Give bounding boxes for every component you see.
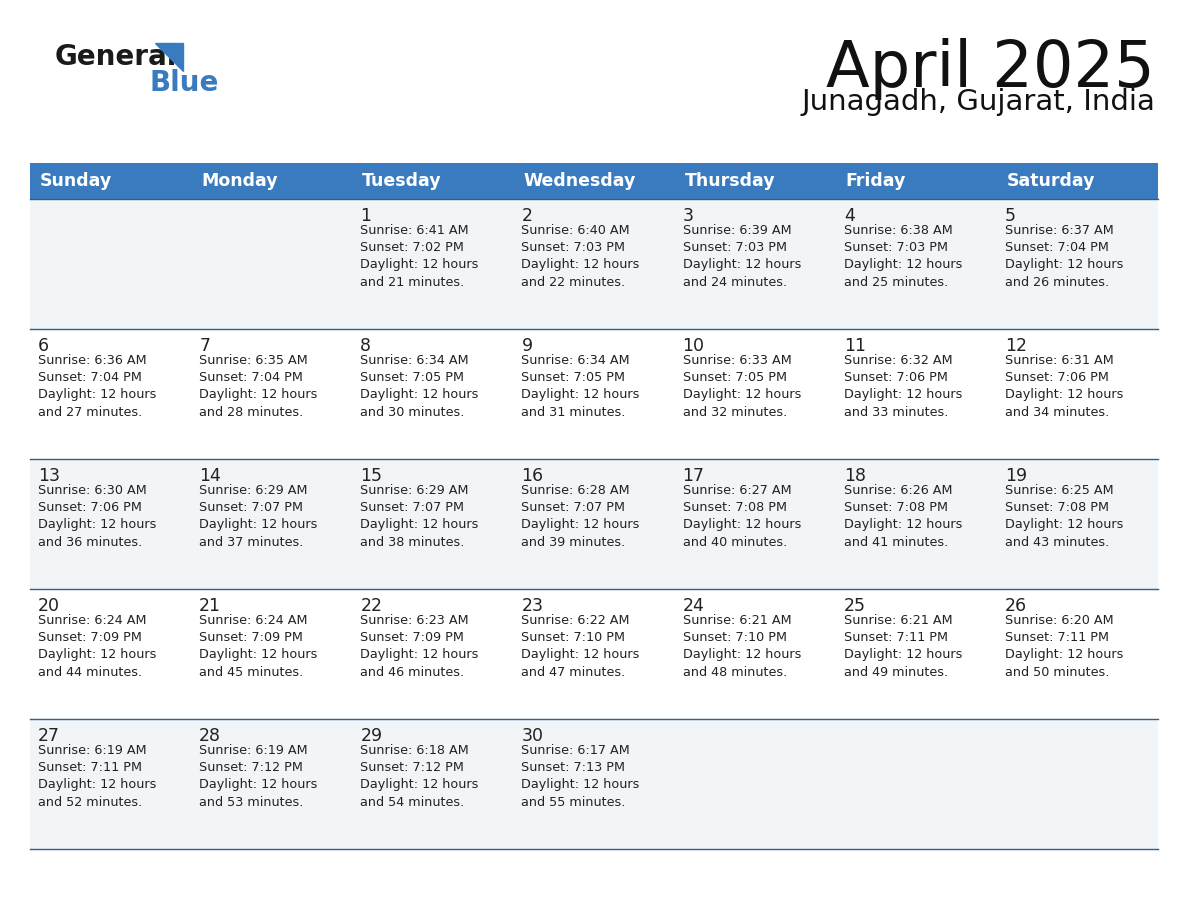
Text: 27: 27 (38, 727, 61, 745)
Text: 24: 24 (683, 597, 704, 615)
Text: Sunrise: 6:22 AM
Sunset: 7:10 PM
Daylight: 12 hours
and 47 minutes.: Sunrise: 6:22 AM Sunset: 7:10 PM Dayligh… (522, 614, 640, 678)
Text: Sunrise: 6:41 AM
Sunset: 7:02 PM
Daylight: 12 hours
and 21 minutes.: Sunrise: 6:41 AM Sunset: 7:02 PM Dayligh… (360, 224, 479, 288)
Text: 30: 30 (522, 727, 543, 745)
Text: 17: 17 (683, 467, 704, 485)
Bar (30, 459, 1158, 589)
Bar (30, 199, 1158, 329)
Text: Sunrise: 6:37 AM
Sunset: 7:04 PM
Daylight: 12 hours
and 26 minutes.: Sunrise: 6:37 AM Sunset: 7:04 PM Dayligh… (1005, 224, 1123, 288)
Text: 16: 16 (522, 467, 544, 485)
Text: Sunrise: 6:40 AM
Sunset: 7:03 PM
Daylight: 12 hours
and 22 minutes.: Sunrise: 6:40 AM Sunset: 7:03 PM Dayligh… (522, 224, 640, 288)
Text: Junagadh, Gujarat, India: Junagadh, Gujarat, India (801, 88, 1155, 116)
Text: 1: 1 (360, 207, 372, 225)
Text: 21: 21 (200, 597, 221, 615)
Text: 10: 10 (683, 337, 704, 355)
Text: Sunrise: 6:33 AM
Sunset: 7:05 PM
Daylight: 12 hours
and 32 minutes.: Sunrise: 6:33 AM Sunset: 7:05 PM Dayligh… (683, 354, 801, 419)
Text: 7: 7 (200, 337, 210, 355)
Bar (30, 329, 1158, 459)
Text: Blue: Blue (150, 69, 220, 97)
Text: Sunrise: 6:19 AM
Sunset: 7:12 PM
Daylight: 12 hours
and 53 minutes.: Sunrise: 6:19 AM Sunset: 7:12 PM Dayligh… (200, 744, 317, 809)
Bar (30, 163, 1158, 199)
Text: Thursday: Thursday (684, 172, 776, 190)
Text: Sunrise: 6:25 AM
Sunset: 7:08 PM
Daylight: 12 hours
and 43 minutes.: Sunrise: 6:25 AM Sunset: 7:08 PM Dayligh… (1005, 484, 1123, 549)
Text: Sunrise: 6:19 AM
Sunset: 7:11 PM
Daylight: 12 hours
and 52 minutes.: Sunrise: 6:19 AM Sunset: 7:11 PM Dayligh… (38, 744, 157, 809)
Text: 23: 23 (522, 597, 543, 615)
Text: Sunrise: 6:29 AM
Sunset: 7:07 PM
Daylight: 12 hours
and 37 minutes.: Sunrise: 6:29 AM Sunset: 7:07 PM Dayligh… (200, 484, 317, 549)
Text: Sunrise: 6:32 AM
Sunset: 7:06 PM
Daylight: 12 hours
and 33 minutes.: Sunrise: 6:32 AM Sunset: 7:06 PM Dayligh… (843, 354, 962, 419)
Text: Sunrise: 6:26 AM
Sunset: 7:08 PM
Daylight: 12 hours
and 41 minutes.: Sunrise: 6:26 AM Sunset: 7:08 PM Dayligh… (843, 484, 962, 549)
Text: 18: 18 (843, 467, 866, 485)
Text: 2: 2 (522, 207, 532, 225)
Text: Sunrise: 6:17 AM
Sunset: 7:13 PM
Daylight: 12 hours
and 55 minutes.: Sunrise: 6:17 AM Sunset: 7:13 PM Dayligh… (522, 744, 640, 809)
Text: 26: 26 (1005, 597, 1026, 615)
Polygon shape (154, 43, 183, 71)
Text: Sunrise: 6:21 AM
Sunset: 7:10 PM
Daylight: 12 hours
and 48 minutes.: Sunrise: 6:21 AM Sunset: 7:10 PM Dayligh… (683, 614, 801, 678)
Text: Sunrise: 6:18 AM
Sunset: 7:12 PM
Daylight: 12 hours
and 54 minutes.: Sunrise: 6:18 AM Sunset: 7:12 PM Dayligh… (360, 744, 479, 809)
Text: 29: 29 (360, 727, 383, 745)
Text: 12: 12 (1005, 337, 1026, 355)
Text: Sunrise: 6:23 AM
Sunset: 7:09 PM
Daylight: 12 hours
and 46 minutes.: Sunrise: 6:23 AM Sunset: 7:09 PM Dayligh… (360, 614, 479, 678)
Text: Sunrise: 6:27 AM
Sunset: 7:08 PM
Daylight: 12 hours
and 40 minutes.: Sunrise: 6:27 AM Sunset: 7:08 PM Dayligh… (683, 484, 801, 549)
Text: 13: 13 (38, 467, 61, 485)
Text: April 2025: April 2025 (826, 38, 1155, 100)
Text: Sunrise: 6:31 AM
Sunset: 7:06 PM
Daylight: 12 hours
and 34 minutes.: Sunrise: 6:31 AM Sunset: 7:06 PM Dayligh… (1005, 354, 1123, 419)
Text: 15: 15 (360, 467, 383, 485)
Text: Sunrise: 6:38 AM
Sunset: 7:03 PM
Daylight: 12 hours
and 25 minutes.: Sunrise: 6:38 AM Sunset: 7:03 PM Dayligh… (843, 224, 962, 288)
Text: 9: 9 (522, 337, 532, 355)
Text: Sunrise: 6:29 AM
Sunset: 7:07 PM
Daylight: 12 hours
and 38 minutes.: Sunrise: 6:29 AM Sunset: 7:07 PM Dayligh… (360, 484, 479, 549)
Text: Tuesday: Tuesday (362, 172, 442, 190)
Text: 3: 3 (683, 207, 694, 225)
Text: 22: 22 (360, 597, 383, 615)
Text: Sunrise: 6:28 AM
Sunset: 7:07 PM
Daylight: 12 hours
and 39 minutes.: Sunrise: 6:28 AM Sunset: 7:07 PM Dayligh… (522, 484, 640, 549)
Text: Sunrise: 6:24 AM
Sunset: 7:09 PM
Daylight: 12 hours
and 45 minutes.: Sunrise: 6:24 AM Sunset: 7:09 PM Dayligh… (200, 614, 317, 678)
Text: 11: 11 (843, 337, 866, 355)
Text: 8: 8 (360, 337, 372, 355)
Text: Saturday: Saturday (1007, 172, 1095, 190)
Text: 6: 6 (38, 337, 49, 355)
Text: Sunrise: 6:36 AM
Sunset: 7:04 PM
Daylight: 12 hours
and 27 minutes.: Sunrise: 6:36 AM Sunset: 7:04 PM Dayligh… (38, 354, 157, 419)
Text: 14: 14 (200, 467, 221, 485)
Text: Sunrise: 6:35 AM
Sunset: 7:04 PM
Daylight: 12 hours
and 28 minutes.: Sunrise: 6:35 AM Sunset: 7:04 PM Dayligh… (200, 354, 317, 419)
Text: 20: 20 (38, 597, 61, 615)
Text: 19: 19 (1005, 467, 1026, 485)
Text: Sunrise: 6:24 AM
Sunset: 7:09 PM
Daylight: 12 hours
and 44 minutes.: Sunrise: 6:24 AM Sunset: 7:09 PM Dayligh… (38, 614, 157, 678)
Text: Sunrise: 6:20 AM
Sunset: 7:11 PM
Daylight: 12 hours
and 50 minutes.: Sunrise: 6:20 AM Sunset: 7:11 PM Dayligh… (1005, 614, 1123, 678)
Text: General: General (55, 43, 177, 71)
Bar (30, 589, 1158, 719)
Text: Sunrise: 6:39 AM
Sunset: 7:03 PM
Daylight: 12 hours
and 24 minutes.: Sunrise: 6:39 AM Sunset: 7:03 PM Dayligh… (683, 224, 801, 288)
Text: 28: 28 (200, 727, 221, 745)
Text: Wednesday: Wednesday (524, 172, 636, 190)
Text: Sunrise: 6:34 AM
Sunset: 7:05 PM
Daylight: 12 hours
and 30 minutes.: Sunrise: 6:34 AM Sunset: 7:05 PM Dayligh… (360, 354, 479, 419)
Text: Friday: Friday (846, 172, 906, 190)
Text: 4: 4 (843, 207, 854, 225)
Text: 25: 25 (843, 597, 866, 615)
Text: Sunday: Sunday (40, 172, 112, 190)
Text: Sunrise: 6:21 AM
Sunset: 7:11 PM
Daylight: 12 hours
and 49 minutes.: Sunrise: 6:21 AM Sunset: 7:11 PM Dayligh… (843, 614, 962, 678)
Bar (30, 719, 1158, 849)
Text: Sunrise: 6:30 AM
Sunset: 7:06 PM
Daylight: 12 hours
and 36 minutes.: Sunrise: 6:30 AM Sunset: 7:06 PM Dayligh… (38, 484, 157, 549)
Text: Sunrise: 6:34 AM
Sunset: 7:05 PM
Daylight: 12 hours
and 31 minutes.: Sunrise: 6:34 AM Sunset: 7:05 PM Dayligh… (522, 354, 640, 419)
Text: 5: 5 (1005, 207, 1016, 225)
Text: Monday: Monday (201, 172, 278, 190)
